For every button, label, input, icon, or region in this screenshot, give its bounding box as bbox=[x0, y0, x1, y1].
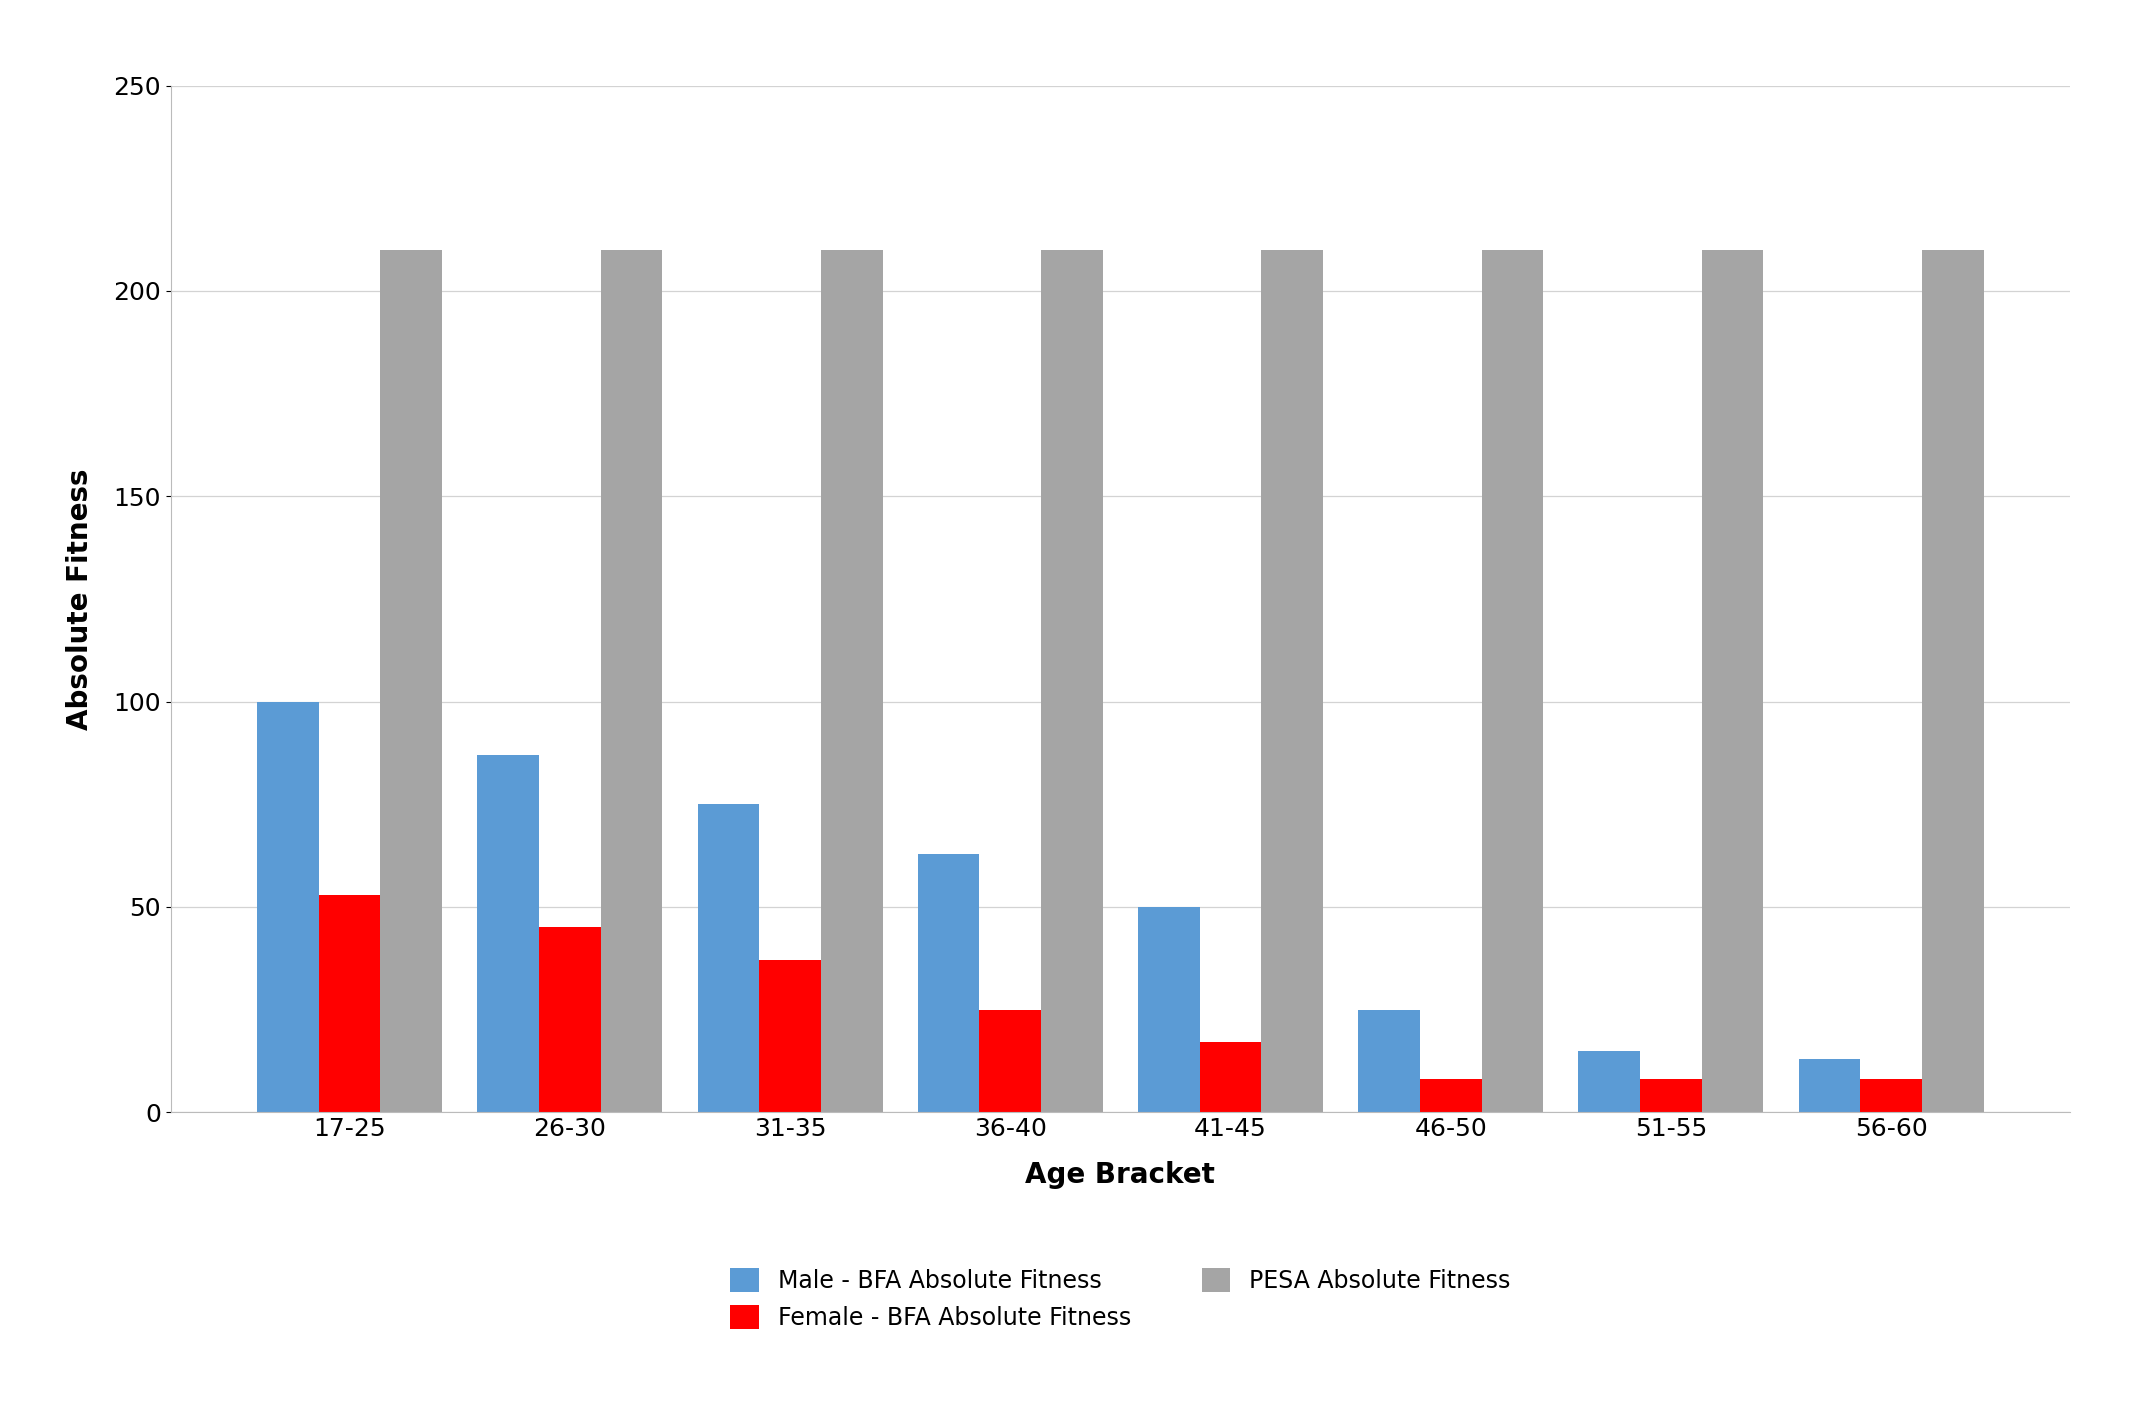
Bar bbox=[1261, 250, 1323, 1112]
Bar bbox=[1579, 1051, 1641, 1112]
Bar bbox=[918, 854, 980, 1112]
Bar bbox=[980, 1010, 1041, 1112]
Bar bbox=[1199, 1042, 1261, 1112]
Bar bbox=[1861, 1079, 1923, 1112]
Bar bbox=[256, 702, 318, 1112]
Bar bbox=[698, 804, 760, 1112]
Bar bbox=[1041, 250, 1103, 1112]
Bar bbox=[1799, 1060, 1861, 1112]
Y-axis label: Absolute Fitness: Absolute Fitness bbox=[66, 468, 94, 730]
Bar bbox=[1481, 250, 1543, 1112]
Bar bbox=[318, 894, 380, 1112]
Bar bbox=[1137, 907, 1199, 1112]
Bar bbox=[1923, 250, 1985, 1112]
Legend: Male - BFA Absolute Fitness, Female - BFA Absolute Fitness, PESA Absolute Fitnes: Male - BFA Absolute Fitness, Female - BF… bbox=[730, 1268, 1511, 1330]
Bar bbox=[1641, 1079, 1701, 1112]
Bar bbox=[478, 754, 540, 1112]
Bar bbox=[1701, 250, 1763, 1112]
Bar bbox=[540, 927, 600, 1112]
Bar bbox=[822, 250, 883, 1112]
Bar bbox=[1419, 1079, 1481, 1112]
Bar bbox=[1357, 1010, 1419, 1112]
X-axis label: Age Bracket: Age Bracket bbox=[1026, 1161, 1214, 1189]
Bar bbox=[380, 250, 442, 1112]
Bar bbox=[760, 960, 822, 1112]
Bar bbox=[600, 250, 662, 1112]
